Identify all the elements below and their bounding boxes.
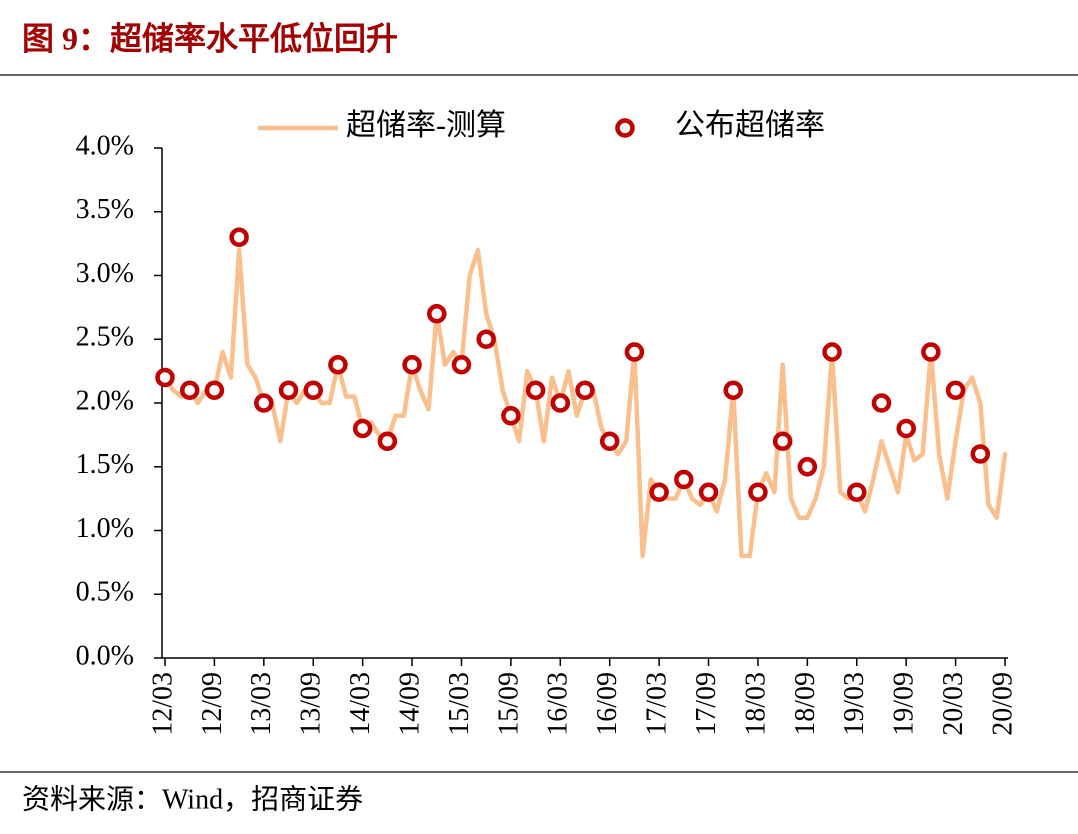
data-point [451,355,472,375]
data-point [723,380,743,400]
x-tick-label: 12/03 [147,672,178,736]
data-point [674,469,694,490]
x-tick-label: 15/09 [493,672,524,736]
y-tick-label: 1.0% [76,513,134,544]
x-tick-label: 16/09 [592,672,623,736]
y-tick-label: 3.0% [76,258,134,289]
data-point [501,406,521,426]
data-point [352,418,373,439]
data-point [649,482,669,502]
x-tick-label: 16/03 [543,672,574,736]
data-point [624,342,645,362]
data-point [698,482,719,502]
data-point [377,431,398,451]
x-tick-label: 13/03 [246,672,277,736]
data-point [921,342,941,362]
data-point [204,380,225,400]
data-point [599,431,620,451]
data-point [550,393,571,413]
x-tick-label: 20/09 [987,672,1018,736]
y-tick-label: 0.5% [76,577,134,608]
data-point [254,393,274,413]
x-tick-label: 20/03 [938,672,969,736]
data-point [970,444,991,464]
data-point [772,431,793,451]
y-tick-label: 2.5% [76,322,134,353]
y-tick-label: 1.5% [76,449,134,480]
data-point [328,355,348,375]
x-tick-label: 17/09 [691,672,722,736]
y-tick-label: 3.5% [76,194,134,225]
legend-label: 公布超储率 [675,109,825,142]
data-point [155,367,175,388]
y-tick-label: 4.0% [76,130,134,161]
data-point [797,457,818,477]
data-point [402,355,422,375]
x-tick-label: 18/09 [790,672,821,736]
data-point [575,380,595,400]
chart-title: 图 9：超储率水平低位回升 [22,20,398,56]
x-tick-label: 19/03 [839,672,870,736]
data-point [427,304,447,324]
data-point [476,329,496,349]
x-tick-label: 14/09 [394,672,425,736]
x-tick-label: 15/03 [444,672,475,736]
legend-label: 超储率-测算 [346,109,506,142]
y-tick-label: 2.0% [76,385,134,416]
data-point [871,393,892,413]
data-point [525,380,546,400]
x-tick-label: 17/03 [642,672,673,736]
data-point [748,482,768,502]
x-tick-label: 12/09 [197,672,228,736]
data-point [229,227,249,247]
y-tick-label: 0.0% [76,640,134,671]
data-point [847,482,867,502]
legend-swatch [615,118,635,138]
data-point [179,380,200,400]
data-point [278,380,299,400]
data-point [822,342,842,362]
x-tick-label: 18/03 [740,672,771,736]
data-point [896,418,916,439]
x-tick-label: 13/09 [296,672,327,736]
data-point [945,380,966,400]
data-point [303,380,323,400]
x-tick-label: 14/03 [345,672,376,736]
x-tick-label: 19/09 [889,672,920,736]
source-note: 资料来源：Wind，招商证券 [22,783,363,815]
